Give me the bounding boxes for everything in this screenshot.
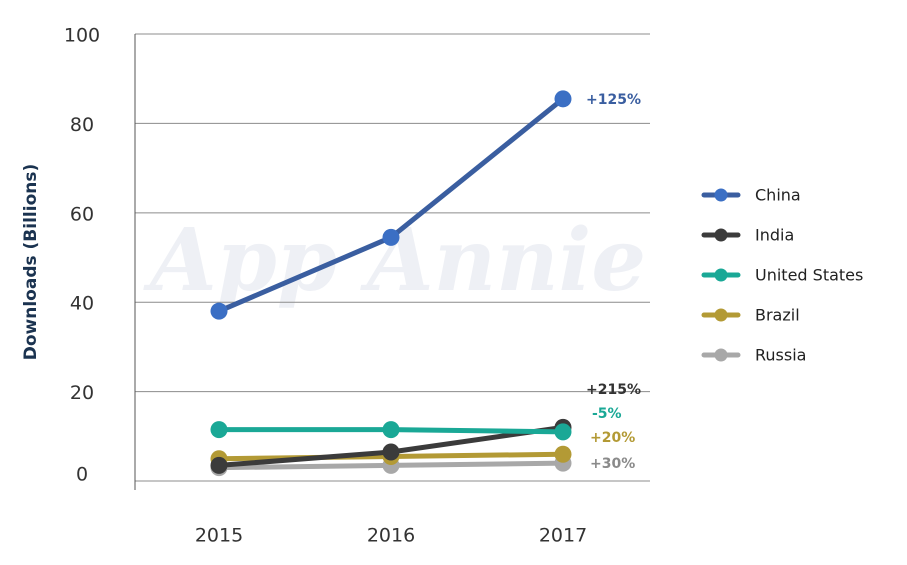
legend-label: United States <box>755 266 863 285</box>
legend-item-india: India <box>701 226 794 245</box>
legend-swatch-marker <box>714 308 728 322</box>
legend-swatch-marker <box>714 228 728 242</box>
y-tick-label: 0 <box>76 464 88 486</box>
y-tick-label: 20 <box>70 382 94 404</box>
legend-label: Russia <box>755 346 806 365</box>
data-point-india-2015 <box>210 456 228 474</box>
legend-item-russia: Russia <box>701 346 806 365</box>
series-annotations: +125% +215% -5% +20% +30% <box>586 92 641 472</box>
gridlines <box>135 33 650 482</box>
series-lines <box>210 90 572 477</box>
legend-item-china: China <box>701 186 801 205</box>
legend-swatch-marker <box>714 268 728 282</box>
x-tick-label: 2017 <box>539 525 587 547</box>
x-tick-label: 2015 <box>195 525 243 547</box>
legend: China India United States Brazil Russia <box>701 186 863 365</box>
data-point-united-states-2017 <box>554 423 572 441</box>
annotation-china: +125% <box>586 92 641 108</box>
y-tick-label: 80 <box>70 114 94 136</box>
series-china <box>210 90 572 320</box>
y-tick-label: 100 <box>64 25 100 47</box>
legend-label: China <box>755 186 801 205</box>
legend-label: Brazil <box>755 306 800 325</box>
y-tick-label: 60 <box>70 203 94 225</box>
y-tick-labels: 0 20 40 60 80 100 <box>64 25 100 486</box>
data-point-united-states-2015 <box>210 421 228 439</box>
x-tick-labels: 2015 2016 2017 <box>195 525 587 547</box>
data-point-china-2017 <box>554 90 572 108</box>
watermark-text: App Annie <box>143 210 646 311</box>
legend-item-brazil: Brazil <box>701 306 800 325</box>
data-point-united-states-2016 <box>382 421 400 439</box>
x-tick-label: 2016 <box>367 525 415 547</box>
legend-item-united-states: United States <box>701 266 863 285</box>
legend-label: India <box>755 226 794 245</box>
annotation-india: +215% <box>586 382 641 398</box>
data-point-china-2016 <box>382 228 400 246</box>
data-point-china-2015 <box>210 302 228 320</box>
legend-swatch-marker <box>714 348 728 362</box>
series-united-states <box>210 421 572 441</box>
data-point-india-2016 <box>382 443 400 461</box>
legend-swatch-marker <box>714 188 728 202</box>
data-point-brazil-2017 <box>554 445 572 463</box>
annotation-russia: +30% <box>590 456 635 472</box>
annotation-united-states: -5% <box>592 406 622 422</box>
annotation-brazil: +20% <box>590 430 635 446</box>
y-axis-label: Downloads (Billions) <box>21 164 41 361</box>
y-tick-label: 40 <box>70 293 94 315</box>
